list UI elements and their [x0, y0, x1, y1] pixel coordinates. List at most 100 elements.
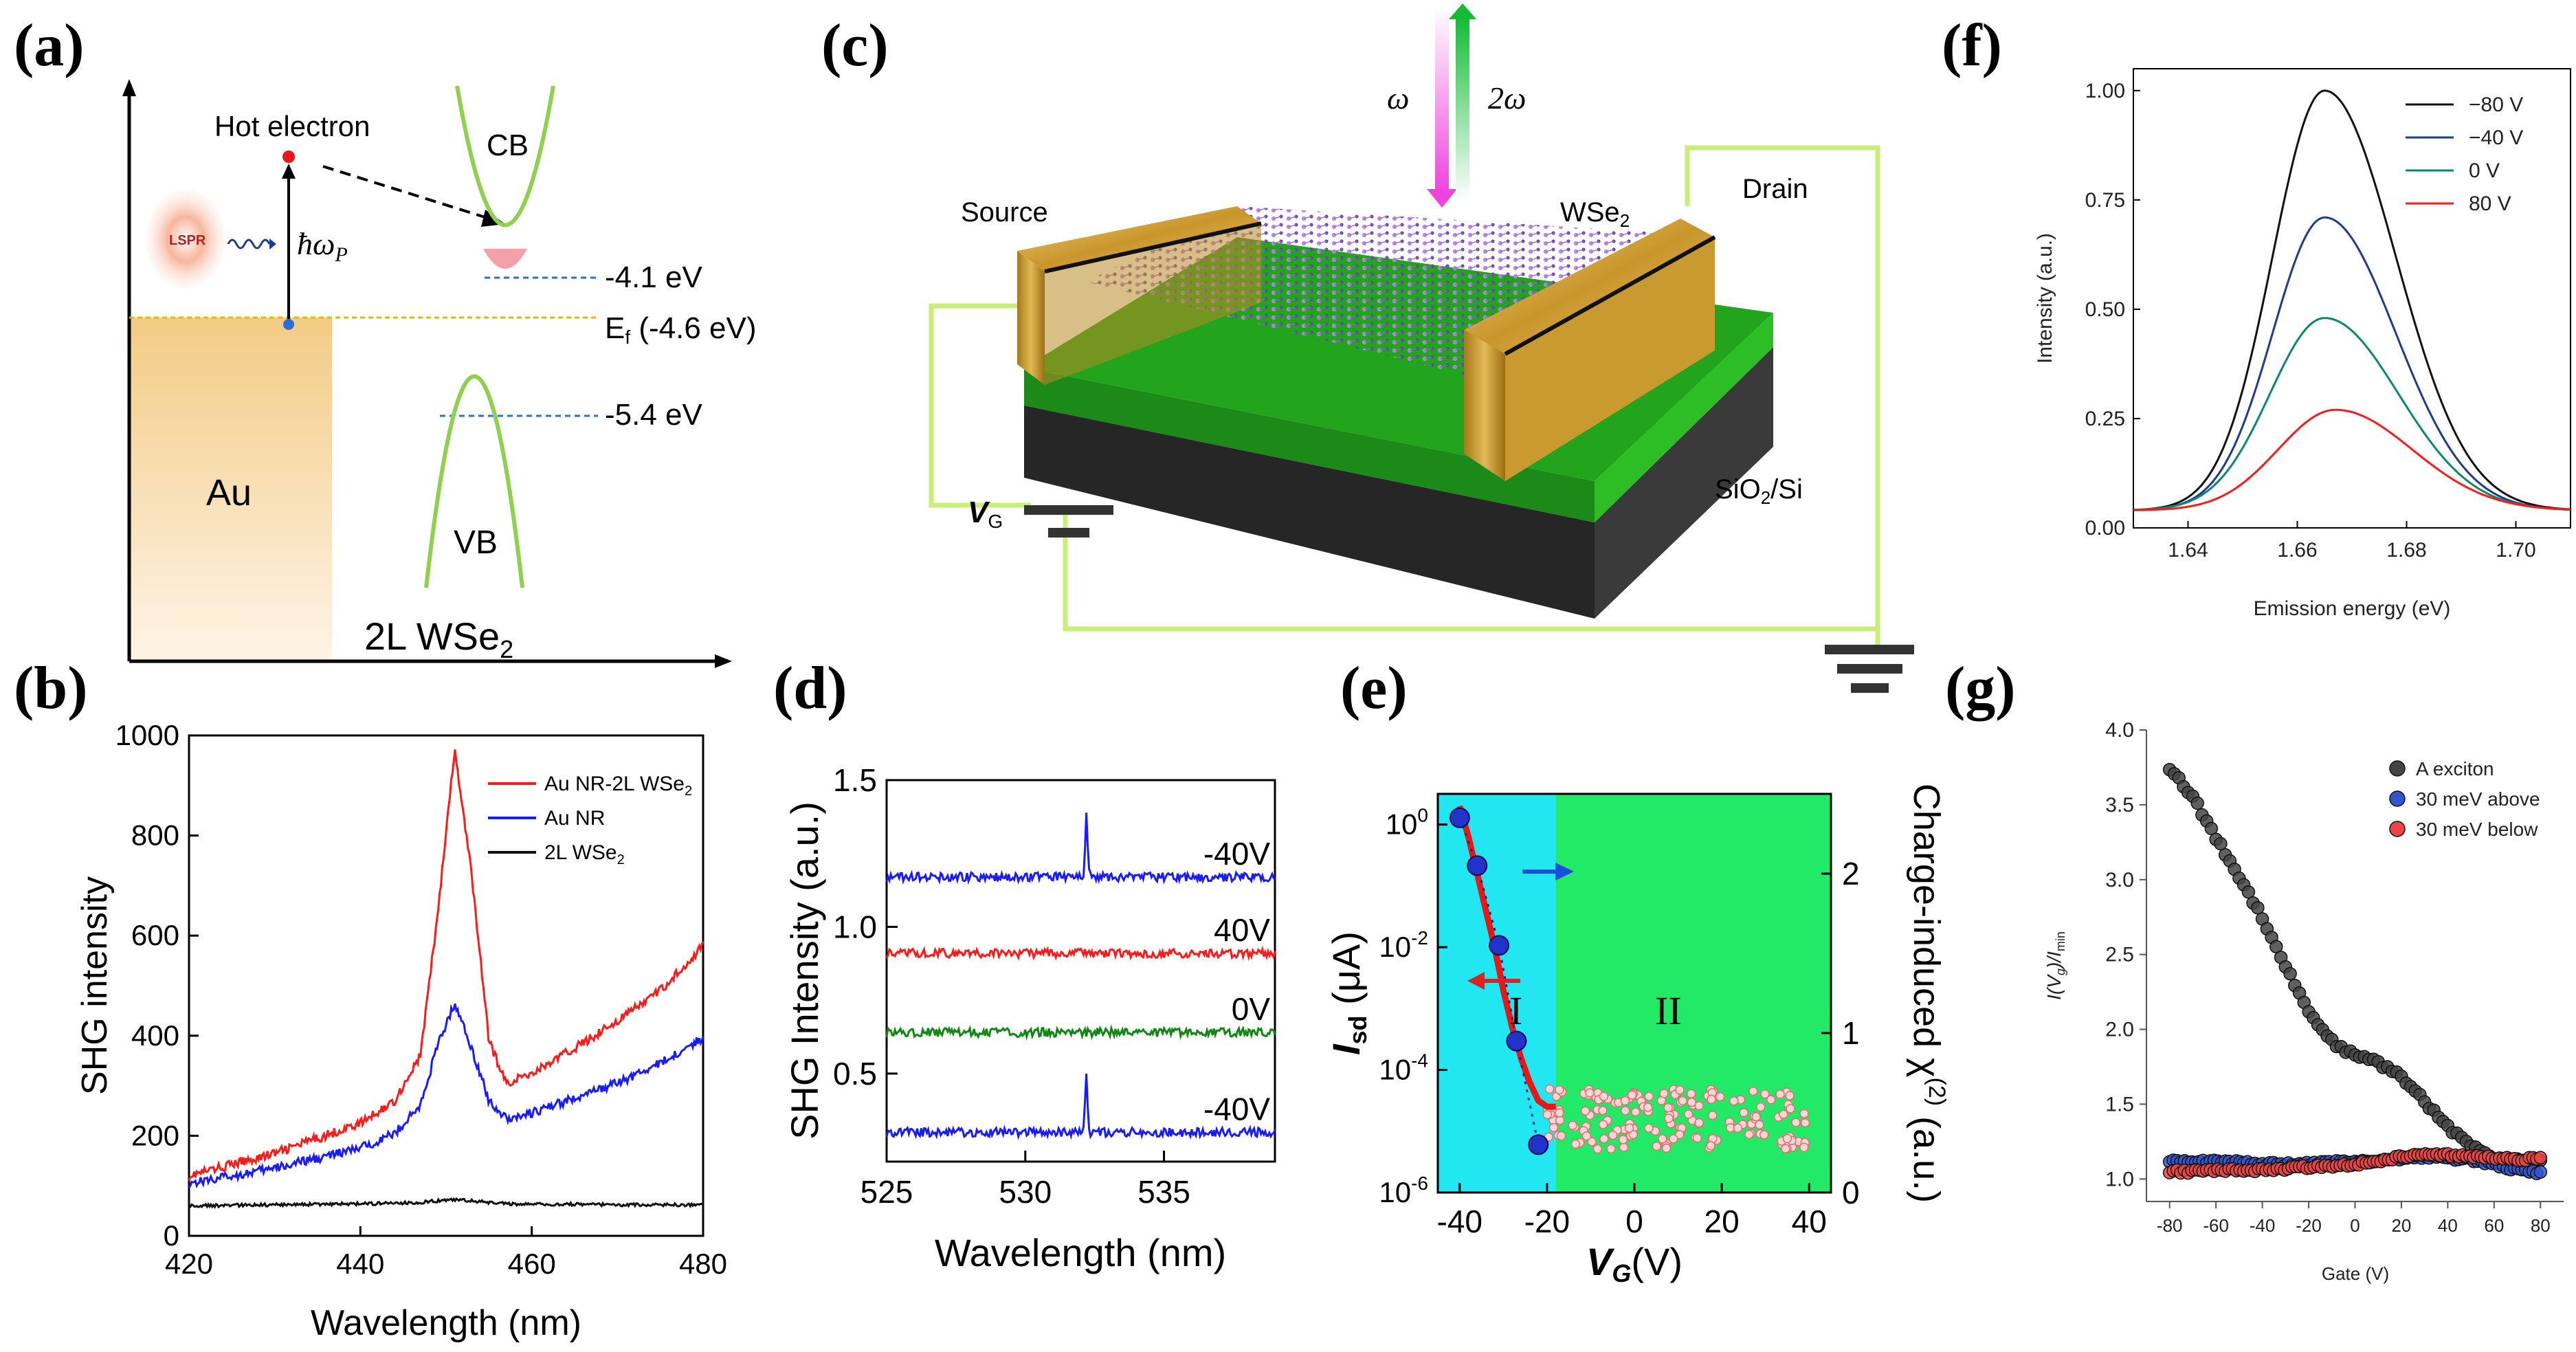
- chi-point-e: [1489, 935, 1509, 956]
- series-label-d-2: 0V: [1232, 991, 1271, 1027]
- y-tick-label-g: 1.5: [2105, 1093, 2134, 1116]
- y-tick-label-d: 1.0: [833, 909, 877, 944]
- chi-point-e: [1506, 1030, 1527, 1052]
- hot-electron-label: Hot electron: [214, 110, 370, 142]
- legend-label-g-2: 30 meV below: [2416, 819, 2538, 840]
- sio2-label: SiO2/Si: [1715, 474, 1803, 508]
- x-tick-label-g: 80: [2531, 1215, 2551, 1236]
- x-tick-label-b: 480: [679, 1248, 727, 1280]
- hbar-omega-label: ħωP: [297, 226, 348, 266]
- au-label: Au: [206, 472, 252, 513]
- hot-electron-dot: [282, 151, 295, 163]
- panel-label-a: (a): [14, 12, 85, 79]
- noise-point-e: [1619, 1142, 1629, 1153]
- material-label: 2L WSe2: [364, 614, 513, 663]
- series-label-d-0: -40V: [1203, 836, 1270, 872]
- noise-point-e: [1791, 1118, 1801, 1127]
- wse2-label: WSe2: [1560, 197, 1630, 231]
- series-group-b: [188, 749, 704, 1210]
- panel-label-c: (c): [821, 12, 889, 79]
- noise-point-e: [1775, 1089, 1785, 1099]
- noise-point-e: [1661, 1143, 1672, 1153]
- noise-point-e: [1766, 1095, 1776, 1105]
- noise-point-e: [1760, 1089, 1770, 1099]
- au-block: [129, 318, 332, 660]
- noise-point-e: [1683, 1109, 1694, 1119]
- noise-point-e: [1675, 1129, 1685, 1140]
- legend-label-f-2: 0 V: [2469, 159, 2500, 182]
- y-tick-label-g: 3.0: [2105, 869, 2134, 891]
- noise-point-e: [1555, 1085, 1564, 1095]
- y-tick-label-g: 2.5: [2105, 944, 2134, 966]
- cb-filled-electrons: [483, 249, 527, 269]
- noise-point-e: [1620, 1096, 1630, 1106]
- drain-pad-side: [1505, 237, 1715, 481]
- legend-label-b-1: Au NR: [544, 807, 605, 830]
- x-tick-label-g: 60: [2484, 1215, 2504, 1236]
- panel-label-g: (g): [1945, 655, 2016, 722]
- point-g-2: [2533, 1151, 2548, 1165]
- noise-point-e: [1606, 1144, 1616, 1154]
- vb-level-label: -5.4 eV: [605, 398, 703, 432]
- omega-label: ω: [1387, 80, 1409, 115]
- y-axis-label-f: Intensity (a.u.): [2034, 233, 2056, 364]
- point-g-0: [2241, 885, 2256, 899]
- x-axis-a-arrow: [715, 654, 732, 668]
- noise-point-e: [1733, 1123, 1743, 1133]
- series-label-d-1: 40V: [1214, 912, 1270, 948]
- panel-label-e: (e): [1340, 655, 1408, 722]
- panel-e-chart: -40 -20 0 20 40 10-6 10-4 10-2 100 0 1 2 I II VG(V)…: [1324, 784, 1950, 1287]
- y-tick-label-b: 800: [131, 819, 179, 852]
- region-i-label: I: [1509, 988, 1522, 1033]
- series-group-g: [2162, 762, 2548, 1181]
- series-label-d-3: -40V: [1203, 1091, 1270, 1127]
- substrate-oxide-front: [1024, 368, 1595, 522]
- point-g-1: [2533, 1165, 2548, 1179]
- y-axis-label-b: SHG intensity: [75, 876, 115, 1095]
- chi-point-e: [1449, 807, 1470, 828]
- y-tick-label-e: 10-2: [1379, 927, 1428, 963]
- series-line-f-3: [2133, 408, 2571, 511]
- legend-g: A exciton 30 meV above 30 meV below: [2389, 758, 2540, 840]
- panel-label-b: (b): [14, 655, 88, 722]
- noise-point-e: [1580, 1106, 1590, 1116]
- plot-frame-b: [188, 734, 704, 1237]
- legend-b: Au NR-2L WSe2 Au NR 2L WSe2: [488, 773, 692, 867]
- legend-label-b-2: 2L WSe2: [544, 841, 625, 867]
- noise-point-e: [1581, 1131, 1592, 1141]
- x-tick-label-g: -60: [2203, 1215, 2229, 1236]
- legend-marker-g-0: [2389, 760, 2406, 777]
- axis-ticks-f: 1.64 1.66 1.68 1.70 0.00 0.25 0.50 0.75 1.00: [2085, 80, 2536, 562]
- x-tick-label-d: 535: [1137, 1174, 1190, 1210]
- axis-ticks-e: -40 -20 0 20 40 10-6 10-4 10-2 100 0 1 2: [1379, 805, 1859, 1239]
- vb-parabola: [424, 374, 524, 588]
- arrow-left-head: [1467, 972, 1485, 990]
- y-axis-label-e: Isd (μA): [1324, 931, 1372, 1055]
- series-group-d: -40V 40V 0V -40V: [885, 812, 1276, 1140]
- x-tick-label-e: 40: [1792, 1204, 1827, 1239]
- cb-label: CB: [487, 129, 529, 162]
- chi-point-e: [1528, 1134, 1549, 1155]
- noise-point-e: [1782, 1133, 1792, 1144]
- series-line-b-1: [188, 1003, 704, 1189]
- noise-point-e: [1781, 1144, 1790, 1154]
- y-tick-label-b: 600: [131, 919, 179, 951]
- x-tick-label-d: 525: [860, 1174, 913, 1210]
- y-tick-label-d: 0.5: [833, 1056, 877, 1091]
- plot-frame-f: [2133, 68, 2571, 529]
- x-tick-label-f: 1.68: [2386, 539, 2426, 562]
- x-tick-label-g: -80: [2157, 1215, 2183, 1236]
- noise-point-e: [1779, 1109, 1788, 1119]
- x-axis-label-f: Emission energy (eV): [2254, 597, 2451, 620]
- noise-point-e: [1644, 1091, 1654, 1101]
- substrate-si-side: [1595, 347, 1773, 619]
- x-tick-label-b: 440: [336, 1248, 384, 1280]
- photon-wave-icon: [227, 239, 271, 250]
- y-tick-label-g: 2.0: [2105, 1019, 2134, 1041]
- noise-point-e: [1751, 1111, 1761, 1122]
- legend-label-b-0: Au NR-2L WSe2: [544, 773, 692, 799]
- noise-point-e: [1694, 1118, 1704, 1128]
- noise-point-e: [1598, 1105, 1608, 1116]
- gate-bar-1: [1024, 505, 1113, 515]
- noise-point-e: [1799, 1109, 1809, 1118]
